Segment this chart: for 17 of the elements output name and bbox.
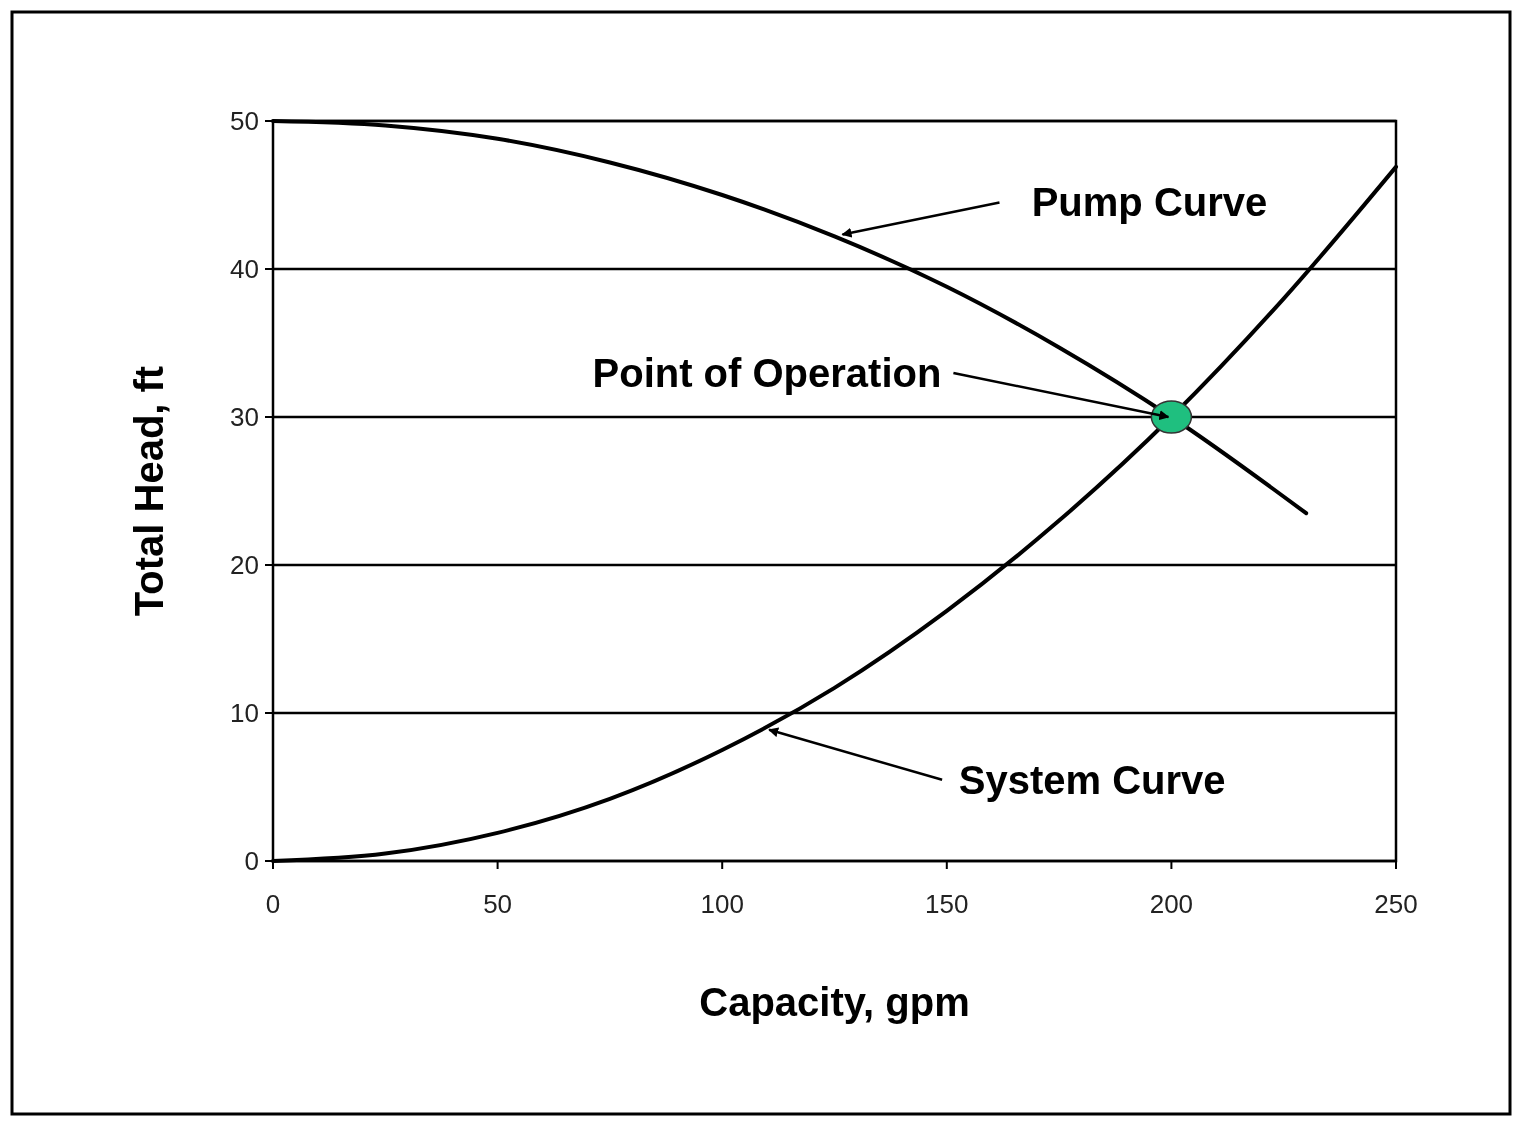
annotation: Point of Operation (592, 351, 942, 395)
x-tick-label: 0 (265, 889, 281, 919)
x-tick-label: 150 (925, 889, 969, 919)
x-axis-title: Capacity, gpm (699, 980, 970, 1024)
x-tick-label: 250 (1374, 889, 1418, 919)
x-tick-label: 100 (700, 889, 744, 919)
y-tick-label: 50 (230, 106, 259, 137)
y-axis-title: Total Head, ft (127, 365, 171, 617)
x-tick-label: 50 (483, 889, 513, 919)
y-tick-label: 0 (244, 846, 259, 877)
x-tick-label: 200 (1149, 889, 1194, 919)
y-tick-label: 40 (230, 254, 259, 285)
y-tick-label: 30 (230, 402, 259, 433)
y-tick-label: 20 (230, 550, 259, 581)
annotation: Pump Curve (1031, 180, 1268, 225)
y-tick-label: 10 (230, 698, 259, 729)
annotation: System Curve (958, 757, 1226, 802)
